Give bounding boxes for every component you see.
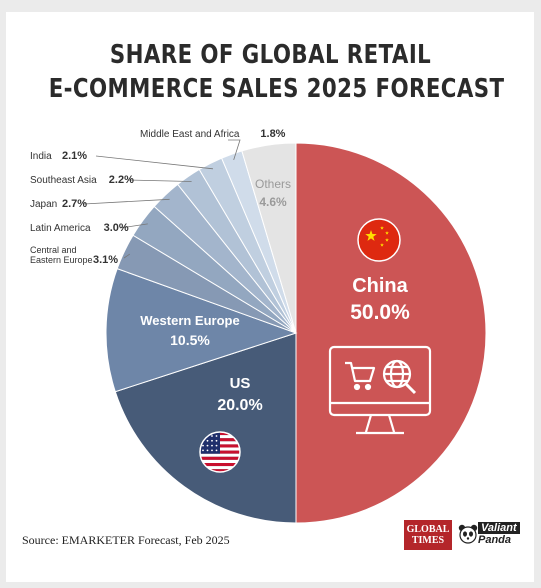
pie-slice-western-europe (105, 268, 298, 393)
callout-leader-middle-east-and-africa (228, 139, 241, 161)
slice-value-western-europe: 10.5% (170, 332, 210, 348)
slice-label-others: Others (255, 177, 291, 191)
china-flag-icon (357, 218, 401, 262)
callout-label-southeast-asia: Southeast Asia (30, 175, 97, 186)
valiant-panda-logo: Valiant Panda (456, 520, 522, 550)
pie-slice-others (241, 142, 297, 334)
callout-label-india: India (30, 151, 52, 162)
slice-label-us: US (230, 375, 251, 392)
callout-leader-southeast-asia (127, 179, 192, 182)
callout-label-central-and-eastern-europe-line1: Central and (30, 245, 77, 255)
callout-leader-india (95, 155, 214, 170)
slice-value-us: 20.0% (217, 397, 262, 414)
global-times-logo-line2: TIMES (411, 535, 445, 546)
callout-value-japan: 2.7% (62, 198, 87, 210)
callout-label-middle-east-and-africa: Middle East and Africa (140, 129, 240, 140)
global-times-logo-line1: GLOBAL (406, 524, 450, 535)
global-times-logo: GLOBAL TIMES (404, 520, 452, 550)
valiant-panda-logo-line1: Valiant (478, 522, 520, 534)
slice-label-china: China (352, 275, 408, 297)
slice-value-china: 50.0% (350, 301, 410, 324)
callout-leader-japan (83, 198, 170, 205)
chart-title-line1: SHARE OF GLOBAL RETAIL (109, 40, 432, 70)
slice-label-western-europe: Western Europe (140, 313, 239, 328)
callout-leader-latin-america (119, 223, 148, 229)
computer-shopping-icon (328, 345, 432, 435)
pie-slice-china (295, 142, 487, 524)
callout-value-central-and-eastern-europe: 3.1% (93, 254, 118, 266)
callout-value-middle-east-and-africa: 1.8% (260, 128, 285, 140)
pie-slice-us (114, 332, 297, 524)
source-note: Source: EMARKETER Forecast, Feb 2025 (22, 533, 230, 547)
callout-label-central-and-eastern-europe-line2: Eastern Europe (30, 255, 93, 265)
callout-label-japan: Japan (30, 199, 57, 210)
callout-value-india: 2.1% (62, 150, 87, 162)
chart-title-line2: E-COMMERCE SALES 2025 FORECAST (48, 74, 505, 104)
callout-label-latin-america: Latin America (30, 223, 91, 234)
callout-leader-central-and-eastern-europe (123, 253, 131, 259)
panda-icon (458, 524, 478, 544)
callout-value-latin-america: 3.0% (104, 222, 129, 234)
slice-value-others: 4.6% (259, 195, 287, 209)
valiant-panda-logo-line2: Panda (478, 534, 512, 546)
callout-value-southeast-asia: 2.2% (109, 174, 134, 186)
